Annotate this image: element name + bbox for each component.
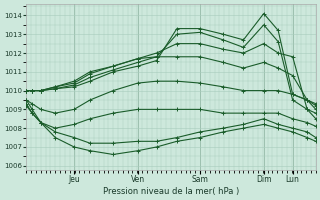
X-axis label: Pression niveau de la mer( hPa ): Pression niveau de la mer( hPa ) [103, 187, 239, 196]
